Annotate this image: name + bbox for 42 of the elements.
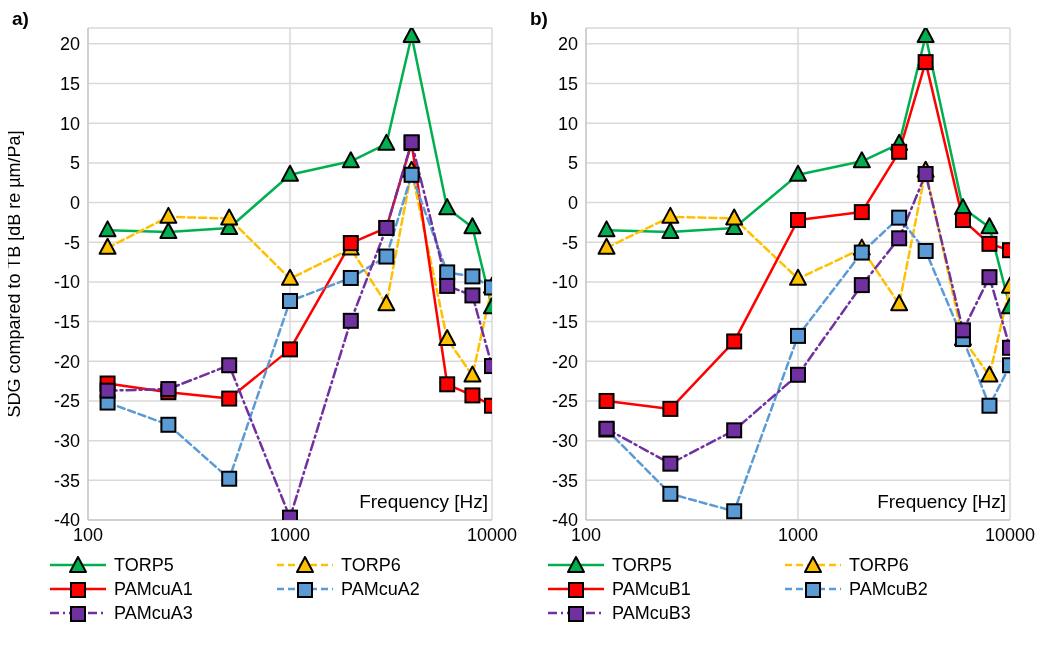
x-tick-label: 10000 <box>466 524 518 545</box>
y-tick-label: 15 <box>59 73 80 94</box>
y-tick-label: 10 <box>59 113 80 134</box>
legend-label: TORP6 <box>341 554 401 576</box>
y-tick-label: -5 <box>561 232 578 253</box>
x-axis-title: Frequency [Hz] <box>359 491 488 512</box>
y-tick-label: 20 <box>59 34 80 55</box>
y-tick-label: -20 <box>551 351 578 372</box>
y-tick-label: -35 <box>53 470 80 491</box>
x-tick-label: 1000 <box>269 524 311 545</box>
y-tick-label: -10 <box>53 272 80 293</box>
x-tick-label: 10000 <box>984 524 1036 545</box>
y-tick-label: -20 <box>53 351 80 372</box>
legend-label: PAMcuB2 <box>849 578 928 600</box>
y-tick-label: -15 <box>551 312 578 332</box>
y-tick-label: 0 <box>69 192 80 213</box>
y-tick-label: -35 <box>551 470 578 491</box>
y-tick-label: -15 <box>53 312 80 332</box>
legend-label: TORP5 <box>612 554 672 576</box>
y-tick-label: -25 <box>53 391 80 412</box>
y-tick-label: -10 <box>551 272 578 293</box>
legend-label: PAMcuB1 <box>612 578 691 600</box>
y-tick-label: 10 <box>557 113 578 134</box>
legend-label: TORP5 <box>114 554 174 576</box>
y-tick-label: -5 <box>63 232 80 253</box>
x-axis-title: Frequency [Hz] <box>877 491 1006 512</box>
y-tick-label: 15 <box>557 73 578 94</box>
y-tick-label: 5 <box>567 153 578 174</box>
legend-label: PAMcuB3 <box>612 602 691 624</box>
chart-title: a) <box>12 8 29 30</box>
x-tick-label: 1000 <box>777 524 819 545</box>
y-tick-label: -25 <box>551 391 578 412</box>
y-tick-label: 5 <box>69 153 80 174</box>
legend-label: PAMcuA3 <box>114 602 193 624</box>
y-tick-label: -30 <box>53 431 80 452</box>
y-tick-label: 0 <box>567 192 578 213</box>
y-tick-label: 20 <box>557 34 578 55</box>
legend-label: PAMcuA1 <box>114 578 193 600</box>
legend-label: PAMcuA2 <box>341 578 420 600</box>
y-tick-label: -30 <box>551 431 578 452</box>
chart-title: b) <box>530 8 548 30</box>
legend-label: TORP6 <box>849 554 909 576</box>
